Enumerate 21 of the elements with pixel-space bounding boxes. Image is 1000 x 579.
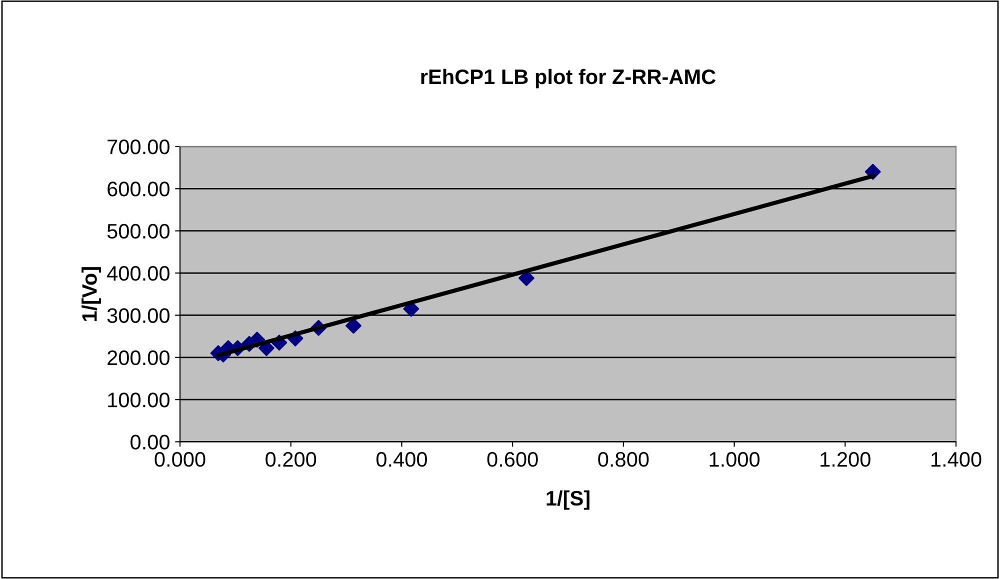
x-axis-title: 1/[S] <box>546 490 590 510</box>
y-tick-label: 0.00 <box>130 434 170 450</box>
y-tick-label: 500.00 <box>107 224 170 239</box>
x-tick-label: 0.800 <box>598 452 649 467</box>
y-tick-label: 400.00 <box>107 266 170 281</box>
y-tick-label: 600.00 <box>108 182 170 196</box>
chart-title: rEhCP1 LB plot for Z-RR-AMC <box>421 68 716 88</box>
x-tick-label: 1.400 <box>932 452 982 467</box>
x-tick-label: 1.200 <box>820 452 870 467</box>
x-tick-label: 0.200 <box>266 452 316 467</box>
y-tick-label: 100.00 <box>108 392 170 408</box>
x-tick-label: 0.000 <box>154 452 206 467</box>
x-tick-label: 1.000 <box>710 452 760 467</box>
y-tick-label: 200.00 <box>108 350 170 366</box>
point <box>346 318 362 334</box>
y-axis-title: 1/[Vo] <box>82 267 102 321</box>
y-tick-label: 700.00 <box>108 139 170 154</box>
point <box>518 270 534 286</box>
x-tick-label: 0.600 <box>487 452 538 467</box>
y-tick-label: 300.00 <box>107 308 170 323</box>
x-tick-label: 0.400 <box>376 452 427 467</box>
